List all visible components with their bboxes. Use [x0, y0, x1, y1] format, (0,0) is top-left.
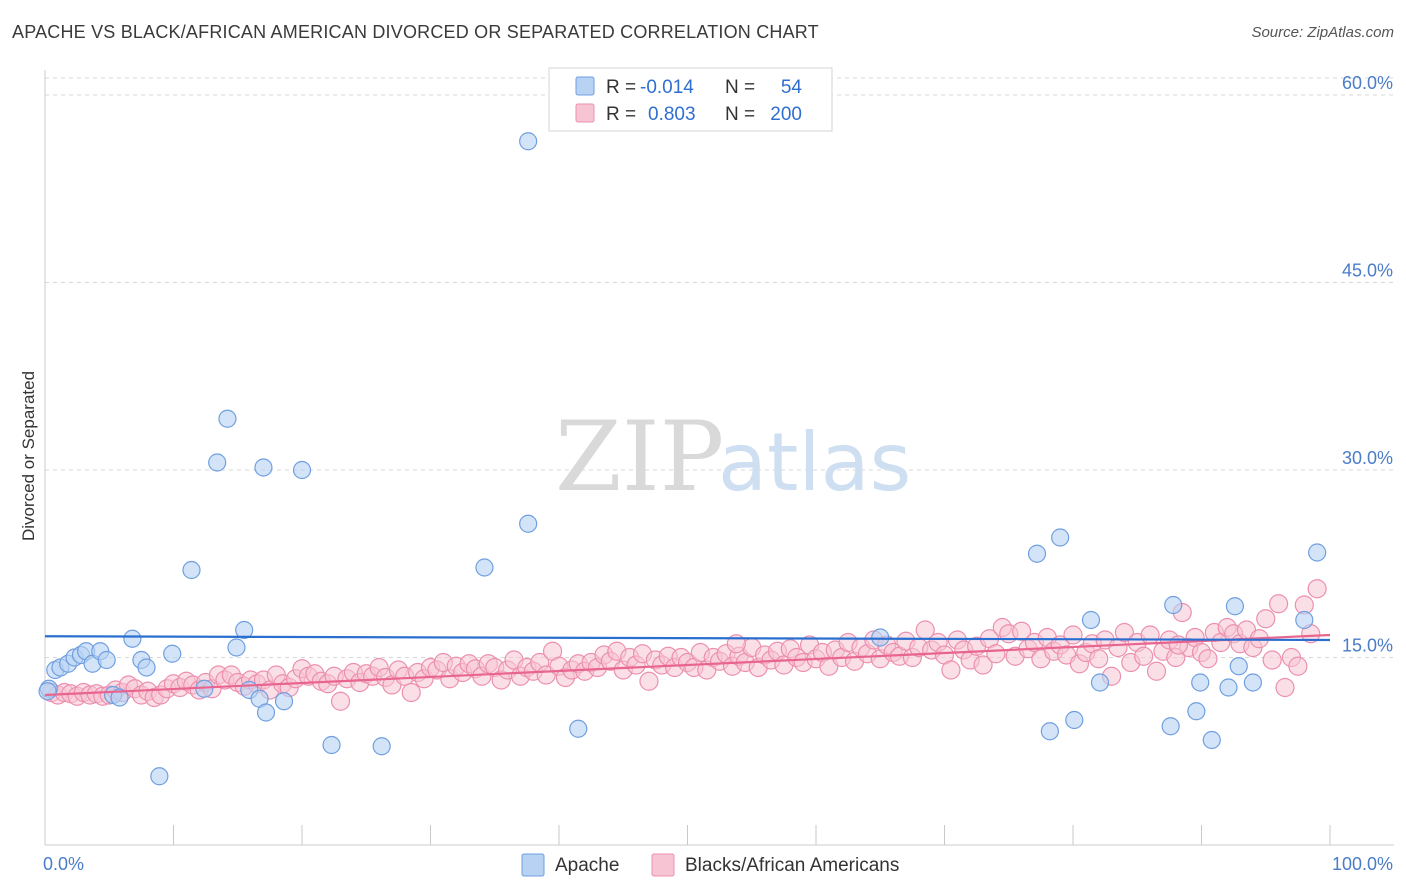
y-tick-label-30: 30.0%	[1342, 448, 1393, 468]
point-apache-20	[218, 409, 237, 428]
point-apache-50	[1243, 673, 1263, 692]
point-apache-17	[182, 560, 201, 580]
legend-box	[548, 67, 833, 132]
bottom-legend-black: Blacks/African Americans	[685, 855, 899, 876]
legend-n-value-black: 200	[770, 104, 802, 125]
point-apache-35	[871, 628, 890, 647]
point-apache-26	[254, 458, 273, 477]
point-black-93	[639, 671, 659, 691]
point-apache-28	[292, 460, 312, 480]
point-black-192	[1275, 677, 1295, 698]
point-apache-19	[208, 453, 227, 472]
point-black-190	[1262, 650, 1282, 670]
point-apache-25	[256, 703, 276, 722]
point-black-189	[1256, 609, 1276, 629]
point-apache-12	[123, 629, 142, 648]
point-apache-38	[1051, 528, 1070, 547]
point-black-159	[1063, 625, 1083, 645]
point-black-171	[1140, 625, 1160, 645]
bottom-legend-apache: Apache	[555, 855, 619, 876]
point-black-170	[1134, 646, 1154, 666]
point-black-163	[1089, 649, 1109, 669]
point-apache-15	[150, 767, 169, 786]
point-black-151	[1011, 621, 1032, 641]
legend-r-value-apache: -0.014	[640, 77, 694, 98]
legend-r-label-black: R =	[606, 104, 636, 125]
chart-title: APACHE VS BLACK/AFRICAN AMERICAN DIVORCE…	[12, 22, 819, 42]
y-tick-label-60: 60.0%	[1342, 73, 1393, 93]
point-apache-32	[519, 514, 538, 533]
point-apache-52	[1308, 543, 1327, 562]
point-apache-9	[97, 650, 116, 670]
trendline-apache	[44, 635, 1331, 642]
legend-swatch-apache	[575, 76, 595, 96]
point-apache-30	[372, 737, 391, 756]
point-black-172	[1146, 661, 1167, 681]
point-apache-31	[475, 558, 494, 577]
point-apache-49	[1219, 678, 1238, 697]
point-black-45	[330, 691, 351, 711]
point-apache-21	[227, 638, 246, 657]
point-apache-36	[1027, 544, 1047, 563]
point-black-167	[1114, 622, 1135, 643]
legend: R = -0.014 N = 54 R = 0.803 N = 200	[548, 67, 833, 132]
watermark-atlas: atlas	[718, 416, 911, 509]
source-label: Source: ZipAtlas.com	[1251, 24, 1394, 41]
point-apache-41	[1090, 673, 1110, 692]
axes	[44, 70, 1394, 846]
point-apache-14	[137, 658, 156, 677]
tick-labels: 15.0% 30.0% 45.0% 60.0% 0.0% 100.0%	[43, 73, 1393, 874]
grid	[45, 77, 1394, 658]
point-apache-16	[163, 644, 182, 663]
point-apache-46	[1202, 730, 1221, 750]
point-black-140	[941, 660, 961, 680]
point-apache-48	[1229, 657, 1248, 676]
legend-swatch-black	[575, 103, 595, 123]
legend-n-value-apache: 54	[781, 77, 803, 98]
point-apache-44	[1187, 702, 1206, 721]
legend-n-label-apache: N =	[725, 77, 755, 98]
y-tick-label-45: 45.0%	[1342, 261, 1393, 281]
point-apache-51	[1295, 610, 1314, 630]
y-tick-label-15: 15.0%	[1342, 636, 1393, 656]
trendline-black	[44, 633, 1331, 697]
point-apache-47	[1225, 597, 1245, 616]
point-apache-42	[1164, 595, 1183, 615]
legend-n-label-black: N =	[725, 104, 755, 125]
y-axis-label: Divorced or Separated	[19, 371, 38, 541]
point-apache-37	[1040, 722, 1059, 741]
bottom-legend: Apache Blacks/African Americans	[521, 853, 899, 877]
point-apache-34	[569, 719, 588, 738]
point-apache-29	[322, 735, 341, 755]
x-tick-label-start: 0.0%	[43, 854, 84, 874]
point-black-197	[1307, 579, 1327, 599]
point-apache-53	[38, 682, 57, 701]
point-black-180	[1198, 649, 1218, 669]
point-apache-45	[1191, 673, 1210, 692]
point-apache-33	[519, 132, 538, 151]
legend-r-value-black: 0.803	[648, 104, 696, 125]
legend-r-label-apache: R =	[606, 77, 636, 98]
point-apache-40	[1081, 610, 1101, 630]
bottom-legend-swatch-black	[651, 853, 675, 877]
x-tick-label-end: 100.0%	[1332, 854, 1393, 874]
point-black-145	[973, 655, 993, 675]
point-apache-39	[1065, 710, 1084, 730]
point-apache-22	[235, 620, 254, 640]
point-black-191	[1268, 594, 1289, 614]
point-apache-43	[1161, 717, 1180, 736]
bottom-legend-swatch-apache	[521, 853, 545, 877]
point-black-194	[1288, 656, 1308, 676]
point-black-147	[986, 644, 1006, 664]
point-black-56	[401, 682, 421, 703]
watermark-zip: ZIP	[555, 401, 724, 513]
point-apache-27	[274, 692, 294, 711]
trendlines	[44, 633, 1331, 697]
point-apache-11	[110, 688, 129, 707]
